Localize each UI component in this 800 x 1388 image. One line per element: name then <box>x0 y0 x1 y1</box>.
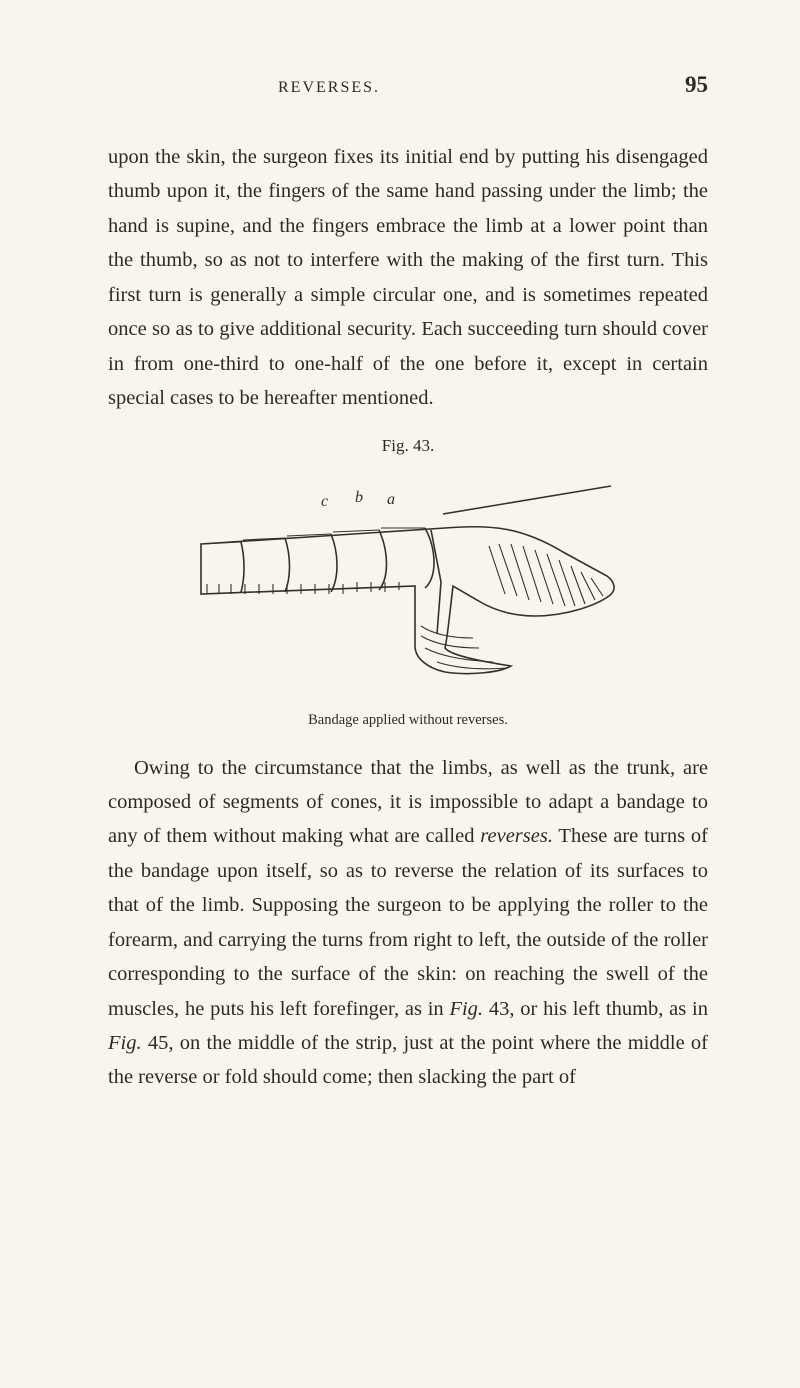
p2-em-reverses: reverses. <box>480 825 553 847</box>
p2-mid1: These are turns of the bandage upon itse… <box>108 825 708 1019</box>
mark-a: a <box>387 491 395 508</box>
mark-c: c <box>321 493 328 510</box>
paragraph-2: Owing to the circumstance that the limbs… <box>108 751 708 1095</box>
page-number: 95 <box>685 72 708 98</box>
running-head: REVERSES. <box>278 79 380 97</box>
figure-label: Fig. 43. <box>108 436 708 456</box>
paragraph-1: upon the skin, the surgeon fixes its ini… <box>108 140 708 416</box>
p2-tail: 45, on the middle of the strip, just at … <box>108 1032 708 1088</box>
figure-caption: Bandage applied without reverses. <box>108 712 708 729</box>
figure-43: Fig. 43. <box>108 436 708 729</box>
mark-b: b <box>355 489 363 506</box>
page-header: REVERSES. 95 <box>108 72 708 98</box>
bandage-illustration: c b a <box>193 466 623 701</box>
p2-num2: 43, or his left thumb, as in <box>483 998 708 1020</box>
p2-em-fig43: Fig. <box>449 998 483 1020</box>
p2-em-fig45: Fig. <box>108 1032 142 1054</box>
